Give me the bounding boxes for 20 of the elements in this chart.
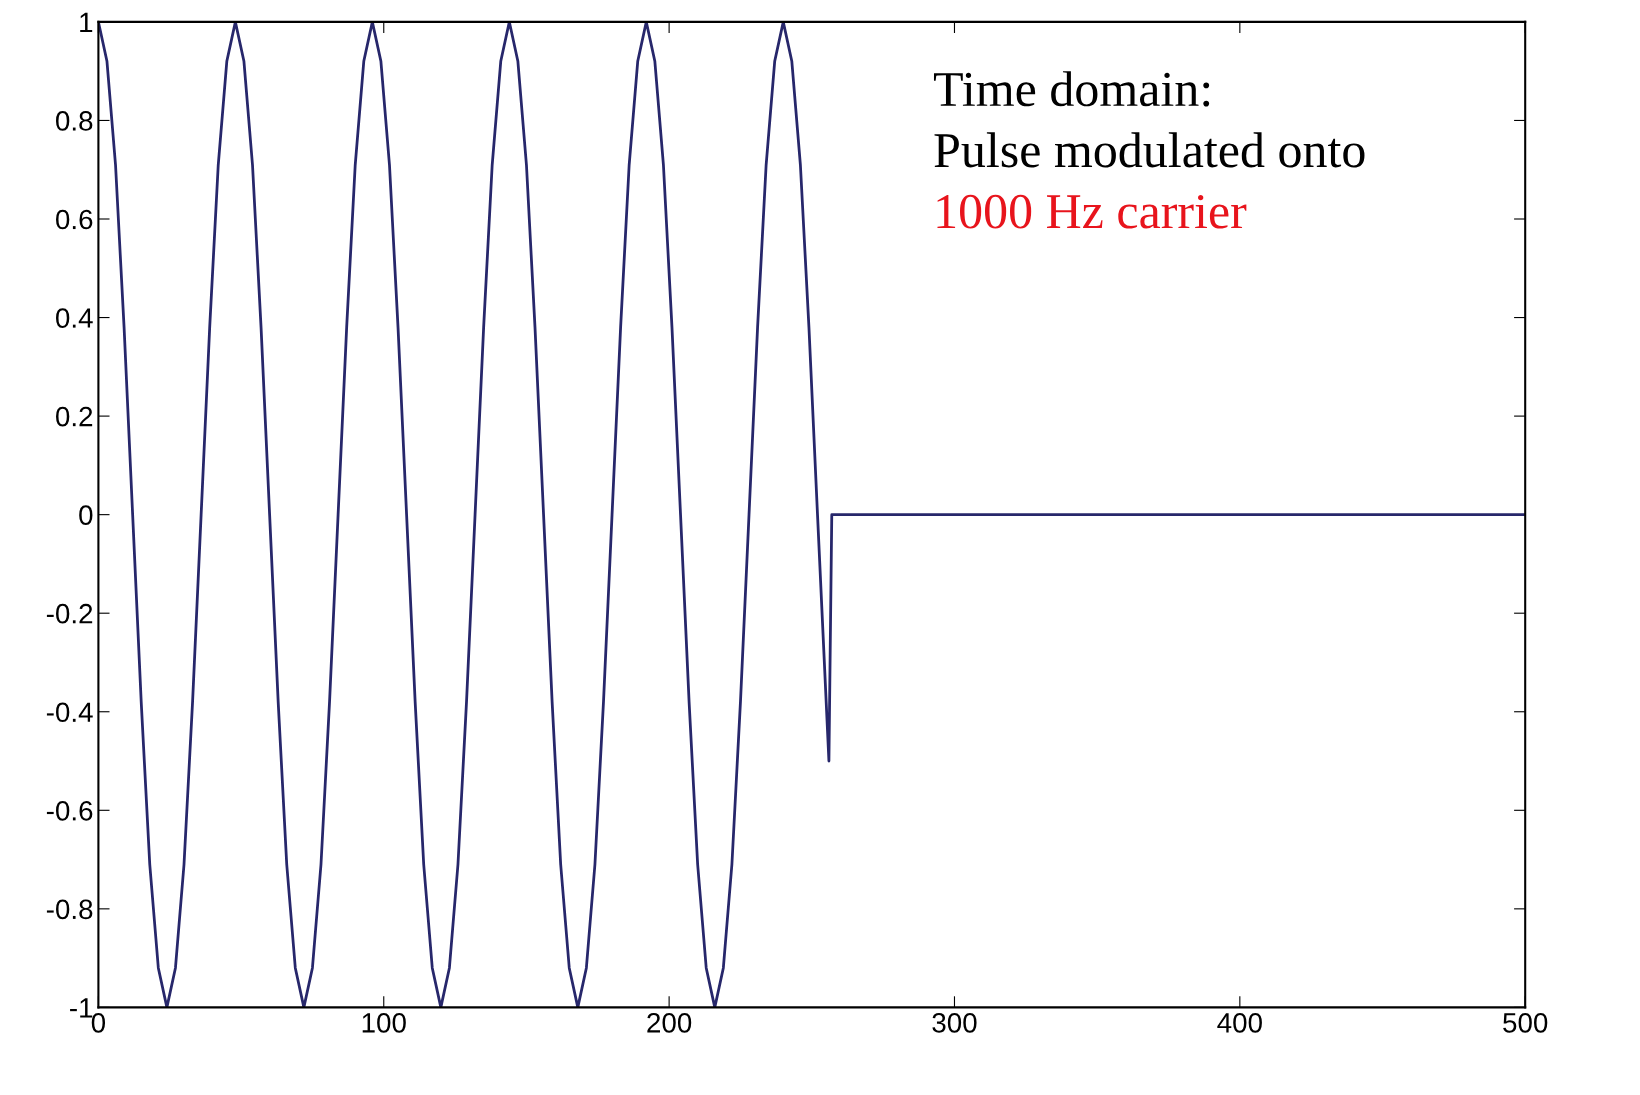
y-tick-label: -0.4 — [46, 702, 93, 723]
line-series — [98, 21, 1526, 1008]
y-tick-label: -0.2 — [46, 603, 93, 624]
annotation: Pulse modulated onto — [934, 132, 1365, 168]
y-tick-label: -1 — [70, 998, 93, 1018]
y-tick-label: 0.2 — [56, 406, 93, 427]
x-tick-label: 500 — [1503, 1012, 1548, 1033]
annotation: Time domain: — [933, 71, 1210, 107]
y-tick-label: 1 — [80, 12, 93, 32]
y-tick-label: 0 — [79, 505, 93, 525]
y-tick-label: 0.4 — [56, 308, 93, 328]
y-tick-label: -0.6 — [46, 800, 93, 821]
x-tick-label: 300 — [932, 1012, 977, 1033]
y-tick-label: 0.6 — [56, 209, 93, 230]
y-tick-label: 0.8 — [56, 111, 93, 131]
x-tick-label: 400 — [1217, 1012, 1262, 1033]
y-tick-label: -0.8 — [46, 899, 93, 920]
x-tick-label: 200 — [647, 1012, 692, 1033]
x-tick-label: 100 — [362, 1012, 406, 1033]
annotation: 1000 Hz carrier — [937, 194, 1247, 229]
